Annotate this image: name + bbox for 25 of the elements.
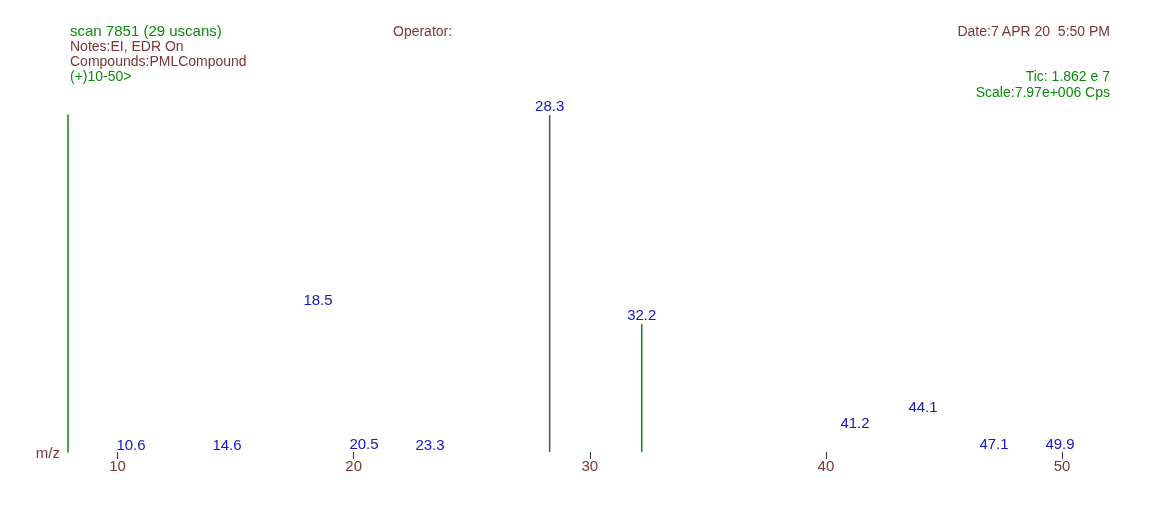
annotation: 41.2 xyxy=(840,413,870,431)
annotation: 47.1 xyxy=(979,434,1009,452)
text: Operator: xyxy=(393,23,453,39)
x-axis-title: m/z xyxy=(35,443,60,461)
chart-title: scan 7851 (29 uscans) xyxy=(70,22,222,39)
annotation: 49.9 xyxy=(1045,434,1075,452)
annotation: 44.1 xyxy=(908,397,938,415)
x-tick-label: 20 xyxy=(345,457,363,474)
text: Compounds:PMLCompound xyxy=(70,53,247,69)
annotation: 23.3 xyxy=(415,435,445,453)
x-tick-label: 10 xyxy=(109,457,126,474)
x-tick-label: 30 xyxy=(581,457,599,474)
annotation: 10.6 xyxy=(116,435,146,453)
x-tick-label: 40 xyxy=(817,457,835,474)
x-tick-label: 50 xyxy=(1053,457,1071,474)
annotation: 28.3 xyxy=(535,97,565,114)
text: Date:7 APR 20 5:50 PM xyxy=(957,23,1110,39)
annotation: 20.5 xyxy=(349,434,379,452)
annotation: 32.2 xyxy=(627,305,657,323)
text: Notes:EI, EDR On xyxy=(70,38,184,54)
annotation: 18.5 xyxy=(303,290,333,308)
annotation: 14.6 xyxy=(212,435,242,453)
text: (+)10-50> xyxy=(70,68,132,84)
text: Tic: 1.862 e 7 xyxy=(1025,68,1111,84)
text: Scale:7.97e+006 Cps xyxy=(975,84,1110,100)
